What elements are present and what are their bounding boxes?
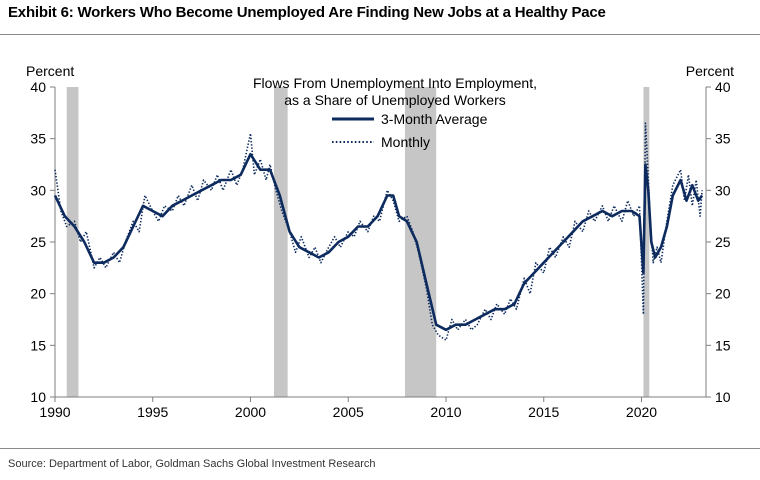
series-line-3-month-average — [53, 152, 704, 332]
legend: 3-Month Average Monthly — [332, 111, 488, 150]
chart-subtitle: as a Share of Unemployed Workers — [284, 92, 506, 108]
x-tick-label: 2020 — [626, 404, 657, 420]
x-tick-label: 2005 — [333, 404, 364, 420]
y-axis-label-left: Percent — [26, 63, 74, 79]
y-tick-label-left: 10 — [30, 389, 46, 405]
series-line-monthly — [54, 122, 703, 341]
y-tick-label-right: 25 — [715, 234, 731, 250]
y-tick-label-left: 15 — [30, 337, 46, 353]
y-tick-label-right: 10 — [715, 389, 731, 405]
y-tick-label-right: 15 — [715, 337, 731, 353]
x-tick-label: 2010 — [430, 404, 461, 420]
legend-label-3-month-average: 3-Month Average — [381, 111, 488, 127]
source-note: Source: Department of Labor, Goldman Sac… — [8, 458, 376, 470]
title-divider — [0, 34, 760, 35]
page-title: Exhibit 6: Workers Who Become Unemployed… — [8, 4, 606, 21]
recession-bar-4 — [643, 87, 650, 397]
chart-title: Flows From Unemployment Into Employment, — [253, 75, 537, 91]
recession-bar-3 — [404, 87, 437, 397]
y-tick-label-left: 25 — [30, 234, 46, 250]
source-divider — [0, 448, 760, 449]
y-tick-label-left: 40 — [30, 79, 46, 95]
x-tick-label: 2000 — [235, 404, 266, 420]
legend-label-monthly: Monthly — [381, 134, 430, 150]
y-axis-label-right: Percent — [686, 63, 734, 79]
series-layer — [53, 122, 704, 341]
x-tick-label: 1990 — [39, 404, 70, 420]
y-tick-label-right: 35 — [715, 131, 731, 147]
y-tick-label-right: 30 — [715, 182, 731, 198]
y-tick-label-left: 30 — [30, 182, 46, 198]
y-tick-label-right: 20 — [715, 286, 731, 302]
y-tick-label-left: 35 — [30, 131, 46, 147]
y-tick-label-left: 20 — [30, 286, 46, 302]
recession-shading-layer — [66, 87, 650, 397]
x-tick-label: 1995 — [137, 404, 168, 420]
recession-bar-2 — [273, 87, 288, 397]
x-tick-label: 2015 — [528, 404, 559, 420]
recession-bar-1 — [66, 87, 79, 397]
y-tick-label-right: 40 — [715, 79, 731, 95]
